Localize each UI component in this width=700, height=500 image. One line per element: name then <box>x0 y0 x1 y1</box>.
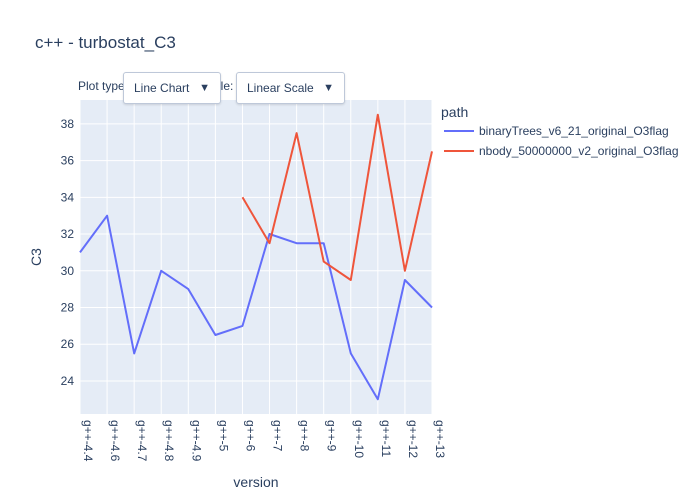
legend-item-binarytrees[interactable]: binaryTrees_v6_21_original_O3flag <box>444 124 669 138</box>
scale-dropdown[interactable]: Linear Scale ▼ <box>236 72 345 104</box>
y-tick-label: 34 <box>61 190 75 204</box>
legend-item-nbody[interactable]: nbody_50000000_v2_original_O3flag <box>444 144 679 158</box>
x-tick-label: g++-10 <box>352 420 366 458</box>
x-tick-label: g++-6 <box>243 420 257 452</box>
x-tick-label: g++-4.8 <box>162 420 176 462</box>
legend-label: nbody_50000000_v2_original_O3flag <box>479 144 679 158</box>
y-tick-label: 28 <box>61 300 75 314</box>
legend-label: binaryTrees_v6_21_original_O3flag <box>479 124 669 138</box>
x-tick-label: g++-11 <box>379 420 393 457</box>
series-line-binarytrees <box>79 214 433 401</box>
legend-title: path <box>441 104 469 120</box>
scale-value: Linear Scale <box>247 81 314 95</box>
y-tick-label: 26 <box>61 337 75 351</box>
legend-swatch <box>444 150 474 152</box>
y-axis-title: C3 <box>28 248 44 266</box>
plot-type-value: Line Chart <box>134 81 190 95</box>
x-tick-label: g++-13 <box>433 420 447 458</box>
y-tick-label: 38 <box>61 117 75 131</box>
plot-type-label: Plot type: <box>78 79 129 93</box>
y-tick-label: 30 <box>61 264 75 278</box>
x-tick-label: g++-4.7 <box>135 420 149 462</box>
chart-title: c++ - turbostat_C3 <box>35 33 176 52</box>
chevron-down-icon: ▼ <box>323 82 334 94</box>
x-tick-label: g++-8 <box>298 420 312 452</box>
x-tick-label: g++-4.4 <box>81 420 95 462</box>
y-tick-label: 36 <box>61 154 75 168</box>
x-tick-label: g++-12 <box>406 420 420 458</box>
legend-swatch <box>444 130 474 132</box>
series-line-nbody <box>241 113 433 281</box>
x-axis-title: version <box>233 474 278 490</box>
x-tick-label: g++-4.6 <box>108 420 122 462</box>
y-tick-label: 32 <box>61 227 75 241</box>
plot-type-dropdown[interactable]: Line Chart ▼ <box>123 72 221 104</box>
x-tick-label: g++-9 <box>325 420 339 452</box>
x-tick-label: g++-4.9 <box>189 420 203 462</box>
x-tick-label: g++-7 <box>271 420 285 452</box>
chevron-down-icon: ▼ <box>199 82 210 94</box>
y-tick-label: 24 <box>61 374 75 388</box>
plot-background <box>80 100 432 414</box>
x-tick-label: g++-5 <box>216 420 230 452</box>
